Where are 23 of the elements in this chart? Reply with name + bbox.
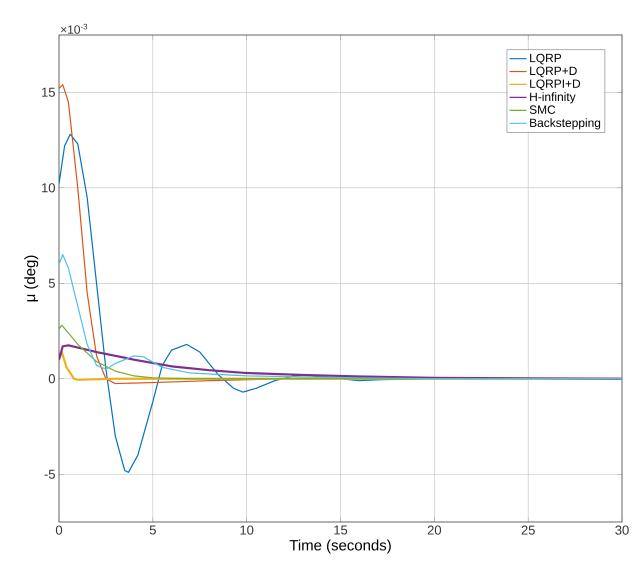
y-axis-title: μ (deg) [24,256,38,302]
y-tick-label: 10 [42,183,55,192]
x-tick-label: 15 [334,526,348,535]
x-tick-label: 10 [240,526,254,535]
x-tick-label: 20 [428,526,442,535]
x-tick-label: 0 [56,526,62,535]
text: ×10$^{-3}$ [61,24,88,34]
x-axis-title: Time (seconds) [290,540,391,554]
y-tick-label: 15 [42,88,55,97]
y-tick-label: 5 [48,278,55,288]
legend-label: LQRP [530,54,562,64]
line-series [59,254,622,380]
line-series [59,344,622,380]
legend-label: LQRPI+D [530,79,580,90]
legend-label: SMC [530,105,556,114]
legend-label: LQRP+D [530,66,577,78]
y-tick-label: 0 [48,374,55,384]
legend-label: H-infinity [530,92,576,104]
x-tick-label: 25 [522,526,535,535]
y-tick-label: -5 [44,470,55,479]
legend-label: Backstepping [530,118,600,130]
x-tick-label: 30 [615,526,629,535]
x-tick-label: 5 [150,526,156,535]
